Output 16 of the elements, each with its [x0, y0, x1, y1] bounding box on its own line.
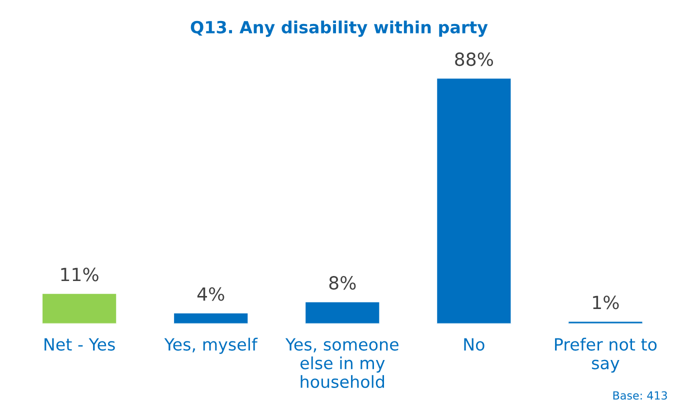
bar: [436, 78, 512, 324]
text: Base: 413: [613, 391, 667, 400]
bar: [172, 312, 250, 324]
x-tick-label: Net - Yes: [44, 338, 115, 351]
x-tick-label: Yes, someone else in my household: [285, 338, 398, 388]
data-label: 88%: [455, 52, 493, 66]
data-label: 8%: [329, 276, 356, 290]
chart-title: Q13. Any disability within party: [190, 20, 488, 37]
data-label: 1%: [593, 296, 619, 310]
bar: [304, 300, 381, 324]
data-label: 11%: [61, 268, 98, 282]
x-tick-label: No: [464, 338, 484, 351]
data-label: 4%: [197, 287, 224, 301]
x-tick-label: Yes, myself: [164, 338, 258, 354]
bar: [41, 292, 118, 324]
x-tick-label: Prefer not to say: [555, 338, 657, 373]
